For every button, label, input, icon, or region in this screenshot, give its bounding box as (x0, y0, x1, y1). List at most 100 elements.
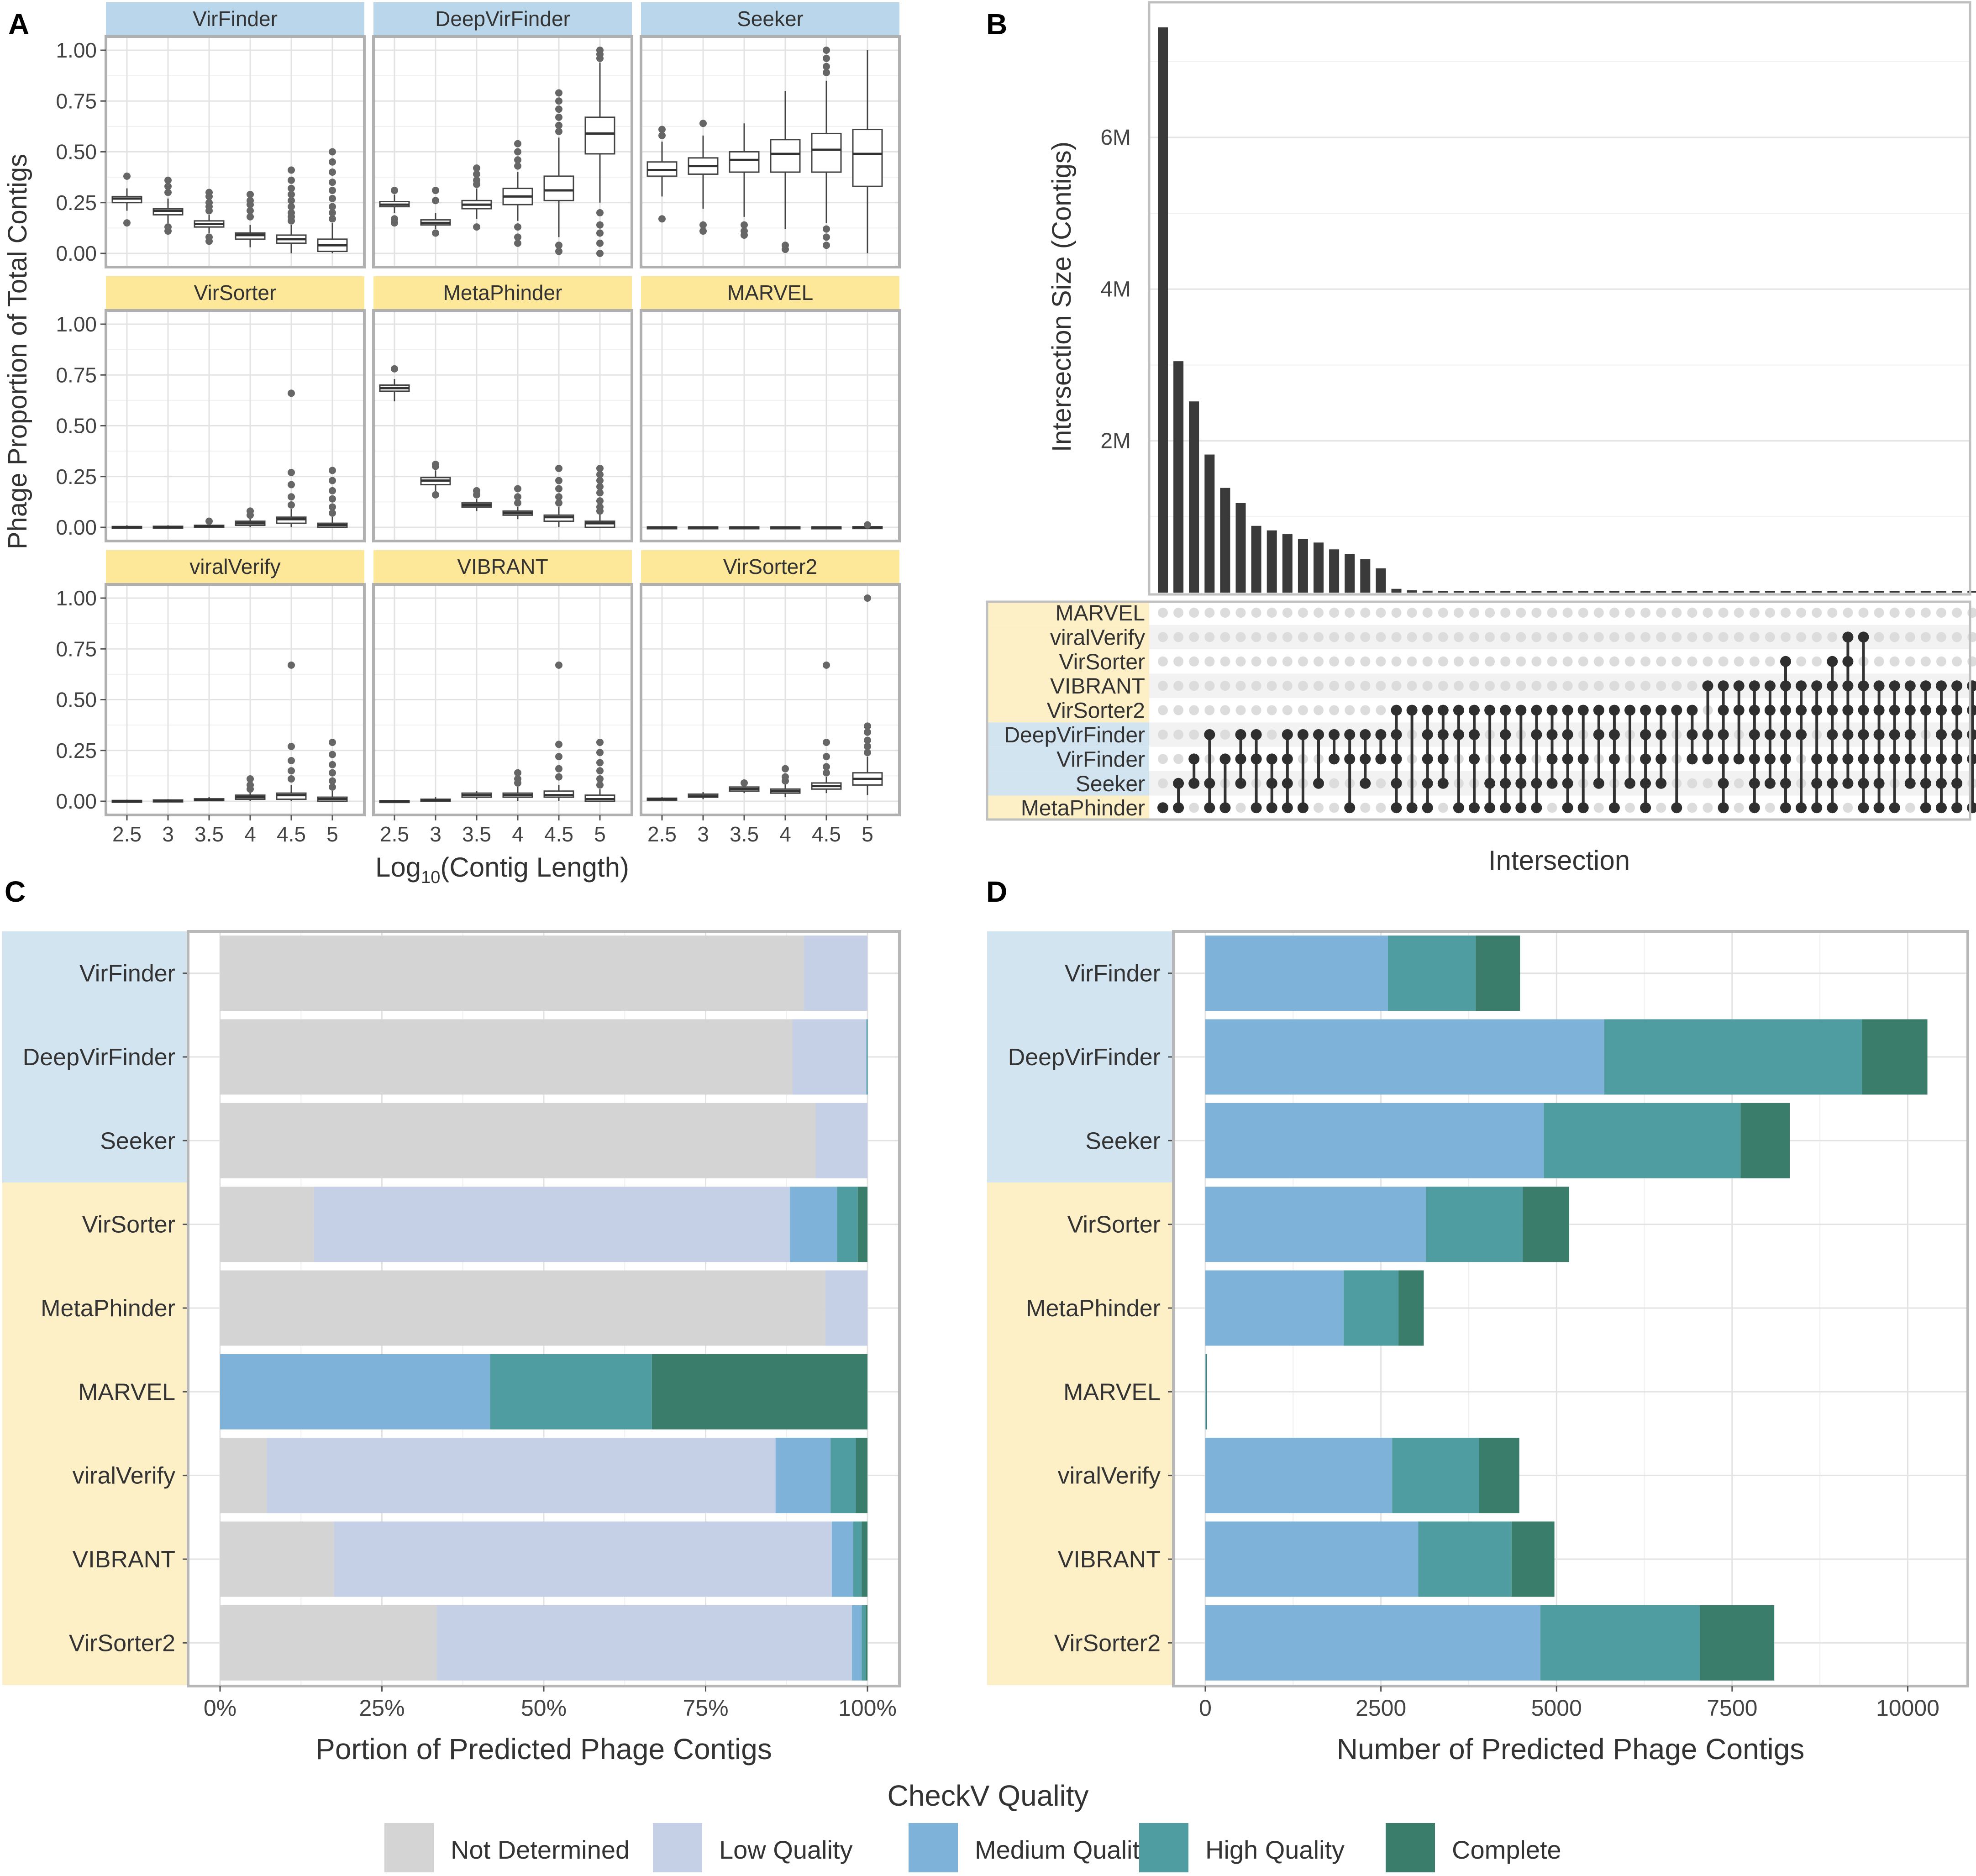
matrix-dot-filled (1531, 729, 1542, 740)
matrix-dot-empty (1189, 632, 1199, 642)
facet-strip (106, 2, 364, 35)
matrix-dot-filled (1500, 802, 1511, 814)
matrix-dot-empty (1314, 632, 1324, 642)
outlier-point (432, 197, 439, 205)
category-label: VirSorter (1067, 1212, 1161, 1238)
matrix-dot-empty (1204, 656, 1215, 667)
matrix-dot-filled (1842, 729, 1854, 740)
box (584, 464, 615, 528)
outlier-point (596, 477, 604, 484)
box (852, 50, 883, 253)
y-tick-label: 1.00 (56, 312, 97, 336)
matrix-dot-filled (1422, 704, 1433, 716)
matrix-dot-empty (1329, 705, 1340, 715)
box (543, 89, 574, 255)
matrix-dot-filled (1873, 704, 1885, 716)
matrix-dot-empty (1314, 608, 1324, 618)
matrix-dot-empty (1453, 632, 1464, 642)
matrix-dot-empty (1796, 632, 1807, 642)
matrix-dot-empty (1314, 681, 1324, 691)
matrix-dot-empty (1173, 705, 1184, 715)
matrix-dot-filled (1235, 729, 1246, 740)
matrix-dot-empty (1578, 608, 1588, 618)
matrix-dot-filled (1531, 802, 1542, 814)
matrix-dot-empty (1936, 608, 1946, 618)
outlier-point (823, 738, 830, 746)
matrix-dot-filled (1391, 704, 1402, 716)
matrix-dot-empty (1562, 608, 1573, 618)
matrix-dot-filled (1827, 656, 1838, 667)
outlier-point (329, 751, 336, 758)
matrix-dot-filled (1733, 753, 1745, 765)
box (420, 797, 451, 802)
outlier-point (741, 779, 748, 787)
matrix-dot-empty (1376, 705, 1386, 715)
x-tick-label: 2.5 (647, 822, 677, 846)
bar-segment (220, 1438, 267, 1513)
matrix-dot-empty (1298, 608, 1308, 618)
matrix-dot-filled (1360, 778, 1371, 789)
matrix-dot-empty (1547, 608, 1557, 618)
outlier-point (288, 176, 295, 184)
box (770, 91, 801, 253)
intersection-bar (1251, 525, 1261, 593)
matrix-dot-empty (1843, 608, 1853, 618)
matrix-dot-empty (1578, 681, 1588, 691)
matrix-dot-empty (1593, 656, 1604, 667)
box (811, 47, 842, 249)
matrix-dot-filled (1515, 802, 1527, 814)
box (461, 164, 492, 231)
y-axis-title: Phage Proportion of Total Contigs (3, 154, 32, 549)
box (111, 525, 142, 529)
matrix-dot-filled (1282, 729, 1293, 740)
matrix-dot-empty (1422, 681, 1433, 691)
facet-strip (641, 2, 899, 35)
matrix-dot-empty (1952, 608, 1962, 618)
matrix-dot-empty (1671, 632, 1682, 642)
matrix-dot-filled (1251, 802, 1262, 814)
outlier-point (555, 499, 562, 507)
intersection-bar (1204, 454, 1215, 593)
matrix-dot-empty (1531, 681, 1542, 691)
outlier-point (123, 172, 131, 180)
facet-border (640, 309, 901, 542)
intersection-bar (1485, 591, 1495, 593)
outlier-point (288, 661, 295, 669)
box (194, 189, 225, 245)
legend-item: Not Determined (384, 1823, 630, 1872)
matrix-dot-filled (1406, 802, 1418, 814)
outlier-point (823, 225, 830, 233)
bar-segment (1205, 1187, 1426, 1262)
outlier-point (432, 462, 439, 470)
matrix-dot-empty (1298, 656, 1308, 667)
intersection-bar (1920, 591, 1931, 593)
matrix-dot-empty (1360, 656, 1371, 667)
matrix-dot-filled (1904, 753, 1916, 765)
matrix-dot-filled (1282, 802, 1293, 814)
intersection-bar (1874, 591, 1884, 593)
bar-segment (1511, 1521, 1555, 1597)
intersection-bar (1765, 591, 1775, 593)
matrix-dot-filled (1889, 704, 1900, 716)
bar-segment (1205, 1019, 1604, 1095)
outlier-point (473, 170, 480, 178)
legend-swatch (1386, 1823, 1435, 1872)
matrix-dot-filled (1219, 753, 1231, 765)
matrix-dot-empty (1516, 632, 1526, 642)
facet-title: MARVEL (727, 281, 813, 305)
matrix-dot-empty (1827, 632, 1838, 642)
outlier-point (288, 757, 295, 764)
intersection-bar (1173, 361, 1184, 593)
outlier-point (823, 763, 830, 771)
matrix-dot-filled (1858, 802, 1869, 814)
matrix-dot-empty (1827, 608, 1838, 618)
matrix-dot-empty (1936, 632, 1946, 642)
outlier-point (514, 156, 521, 164)
matrix-dot-empty (1500, 608, 1511, 618)
matrix-dot-empty (1298, 681, 1308, 691)
intersection-bar (1858, 591, 1869, 593)
matrix-dot-empty (1376, 803, 1386, 813)
box-body (811, 132, 842, 173)
legend: CheckV Quality Not Determined Low Quality M… (384, 1779, 1561, 1872)
box-body (770, 139, 801, 173)
